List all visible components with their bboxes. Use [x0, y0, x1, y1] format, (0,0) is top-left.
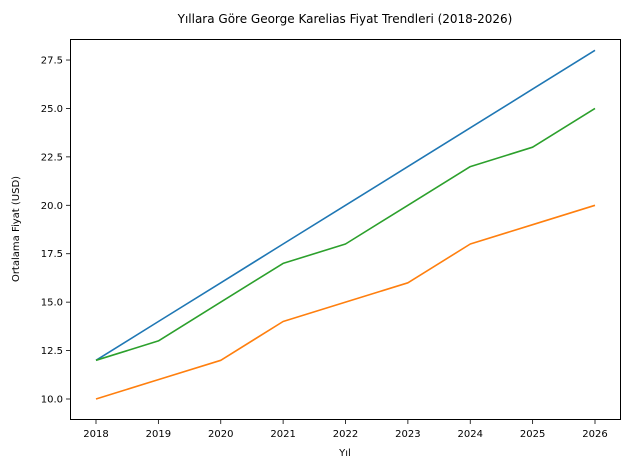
x-axis-title: Yıl	[338, 448, 351, 459]
y-tick-label: 27.5	[41, 56, 63, 67]
y-tick-label: 20.0	[41, 201, 63, 212]
x-tick-label: 2024	[458, 429, 483, 440]
plot-frame	[70, 39, 621, 420]
y-tick-label: 15.0	[41, 298, 63, 309]
line-series-3	[95, 107, 596, 362]
line-series-2	[95, 204, 596, 400]
plot-area	[95, 49, 596, 400]
x-tick-label: 2018	[83, 429, 108, 440]
x-tick-label: 2022	[333, 429, 358, 440]
y-axis: 10.0 12.5 15.0 17.5 20.0 22.5 25.0 27.5	[41, 56, 70, 406]
x-axis: 2018 2019 2020 2021 2022 2023 2024 2025 2026	[83, 420, 608, 440]
x-tick-label: 2020	[208, 429, 233, 440]
chart-title: Yıllara Göre George Karelias Fiyat Trend…	[177, 12, 513, 26]
line-series-1	[95, 49, 596, 361]
y-tick-label: 22.5	[41, 152, 63, 163]
x-tick-label: 2019	[146, 429, 171, 440]
y-axis-title: Ortalama Fiyat (USD)	[11, 176, 22, 282]
y-tick-label: 10.0	[41, 395, 63, 406]
x-tick-label: 2025	[520, 429, 545, 440]
x-tick-label: 2021	[270, 429, 295, 440]
x-tick-label: 2023	[395, 429, 420, 440]
y-tick-label: 25.0	[41, 104, 63, 115]
x-tick-label: 2026	[582, 429, 607, 440]
y-tick-label: 17.5	[41, 249, 63, 260]
y-tick-label: 12.5	[41, 346, 63, 357]
